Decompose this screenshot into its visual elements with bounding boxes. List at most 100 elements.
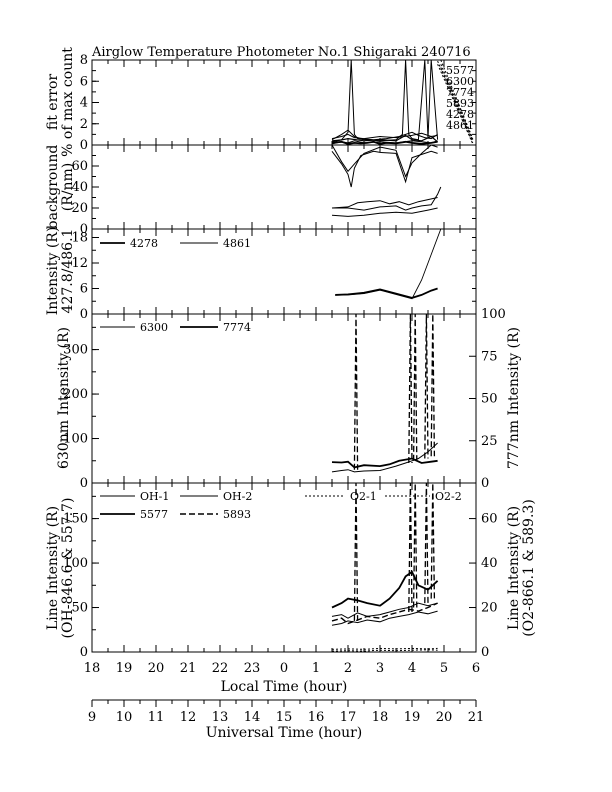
legend-label-5577: 5577 — [140, 508, 168, 521]
legend-label-4278: 4278 — [130, 237, 158, 250]
legend-label-7774: 7774 — [446, 86, 474, 99]
y-axis-title-line: Line Intensity (R) — [45, 506, 61, 630]
y-tick-label: 300 — [63, 343, 88, 358]
legend-label-5893: 5893 — [446, 97, 474, 110]
legend-label-4861: 4861 — [223, 237, 251, 250]
x-universal-tick-label: 16 — [308, 710, 325, 725]
y-axis-title-line: % of max count — [60, 47, 76, 157]
panel-frame — [91, 313, 477, 484]
series-OH-2 — [331, 610, 438, 626]
y-tick-label: 12 — [71, 256, 88, 271]
y-tick-label: 200 — [63, 387, 88, 402]
y-right-tick-label: 50 — [481, 392, 498, 407]
series-4278 — [335, 287, 438, 299]
x-local-tick-label: 21 — [180, 661, 197, 676]
legend-label-OH-2: OH-2 — [223, 490, 252, 503]
series-group — [331, 314, 438, 473]
y-axis-title: fit error% of max count — [45, 47, 76, 157]
legend-label-4861: 4861 — [446, 119, 474, 132]
series-4861 — [335, 229, 442, 300]
legend-label-5893: 5893 — [223, 508, 251, 521]
legend-leader-line — [440, 64, 474, 140]
x-local-tick-label: 0 — [280, 661, 288, 676]
y-axis-title-line: 630nm Intensity (R) — [56, 327, 72, 469]
series-O2-1 — [331, 649, 438, 652]
series-O2-2 — [331, 647, 438, 650]
series-7774 — [331, 457, 438, 469]
series-OH-1 — [331, 602, 438, 619]
y-right-tick-label: 75 — [481, 349, 498, 364]
y-right-axis-title: 777nm Intensity (R) — [506, 327, 522, 469]
legend-label-6300: 6300 — [446, 75, 474, 88]
x-local-tick-label: 18 — [84, 661, 101, 676]
spike-line — [412, 483, 418, 608]
y-right-axis-title-line: 777nm Intensity (R) — [506, 327, 522, 469]
legend-label-O2-1: O2-1 — [350, 490, 377, 503]
spike-line — [424, 483, 429, 604]
series-group — [331, 483, 439, 652]
x-universal-tick-label: 20 — [436, 710, 453, 725]
y-tick-label: 0 — [80, 645, 88, 660]
legend-label-4278: 4278 — [446, 108, 474, 121]
x-local-tick-label: 19 — [116, 661, 133, 676]
legend-label-7774: 7774 — [223, 321, 251, 334]
series-line — [331, 207, 438, 217]
y-right-tick-label: 60 — [481, 512, 498, 527]
series-5577 — [331, 570, 439, 609]
spike-line — [408, 483, 413, 613]
x-universal-axis-title: Universal Time (hour) — [206, 725, 363, 741]
y-tick-label: 20 — [71, 201, 88, 216]
y-right-axis-title: Line Intensity (R)(O2-866.1 & 589.3) — [506, 499, 537, 637]
y-right-axis-title-line: Line Intensity (R) — [506, 506, 522, 630]
y-tick-label: 50 — [71, 601, 88, 616]
legend-leader-line — [437, 60, 474, 144]
spike-line — [353, 483, 359, 621]
x-universal-tick-label: 12 — [180, 710, 197, 725]
y-right-tick-label: 40 — [481, 556, 498, 571]
series-group — [331, 145, 442, 217]
x-local-tick-label: 22 — [212, 661, 229, 676]
legend-label-O2-2: O2-2 — [435, 490, 462, 503]
y-axis-title-line: Intensity (R) — [45, 227, 61, 316]
series-4278 — [331, 140, 438, 145]
y-axis-title: background(R/nm) — [45, 145, 76, 230]
x-local-tick-label: 5 — [440, 661, 448, 676]
series-group — [335, 229, 442, 300]
y-right-tick-label: 0 — [481, 476, 489, 491]
x-universal-tick-label: 18 — [372, 710, 389, 725]
y-tick-label: 18 — [71, 231, 88, 246]
panel-frame — [91, 59, 477, 146]
series-6300 — [331, 442, 438, 473]
y-axis-title-line: 427.8/486.1 — [60, 229, 76, 314]
y-tick-label: 0 — [80, 307, 88, 322]
y-tick-label: 60 — [71, 159, 88, 174]
panel-fit-error: 0 2 4 6 8 fit error% of max count 557763007774… — [45, 47, 477, 157]
y-tick-label: 100 — [63, 432, 88, 447]
y-tick-label: 4 — [80, 96, 88, 111]
spike-line — [430, 314, 436, 457]
x-local-tick-label: 20 — [148, 661, 165, 676]
x-universal-tick-label: 14 — [244, 710, 261, 725]
y-right-tick-label: 0 — [481, 645, 489, 660]
series-5893 — [331, 60, 439, 142]
y-axis-title: Intensity (R)427.8/486.1 — [45, 227, 76, 316]
series-line — [332, 186, 442, 211]
spike-line — [424, 314, 429, 459]
spike-line — [430, 483, 436, 599]
y-tick-label: 0 — [80, 138, 88, 153]
y-tick-label: 6 — [80, 282, 88, 297]
legend-label-OH-1: OH-1 — [140, 490, 169, 503]
y-axis-title-line: (R/nm) — [60, 163, 76, 211]
y-tick-label: 6 — [80, 74, 88, 89]
y-right-tick-label: 25 — [481, 434, 498, 449]
series-5893 — [331, 602, 438, 625]
y-right-tick-label: 20 — [481, 601, 498, 616]
y-right-axis-title-line: (O2-866.1 & 589.3) — [521, 499, 537, 637]
series-group — [331, 60, 439, 145]
x-local-tick-label: 6 — [472, 661, 480, 676]
